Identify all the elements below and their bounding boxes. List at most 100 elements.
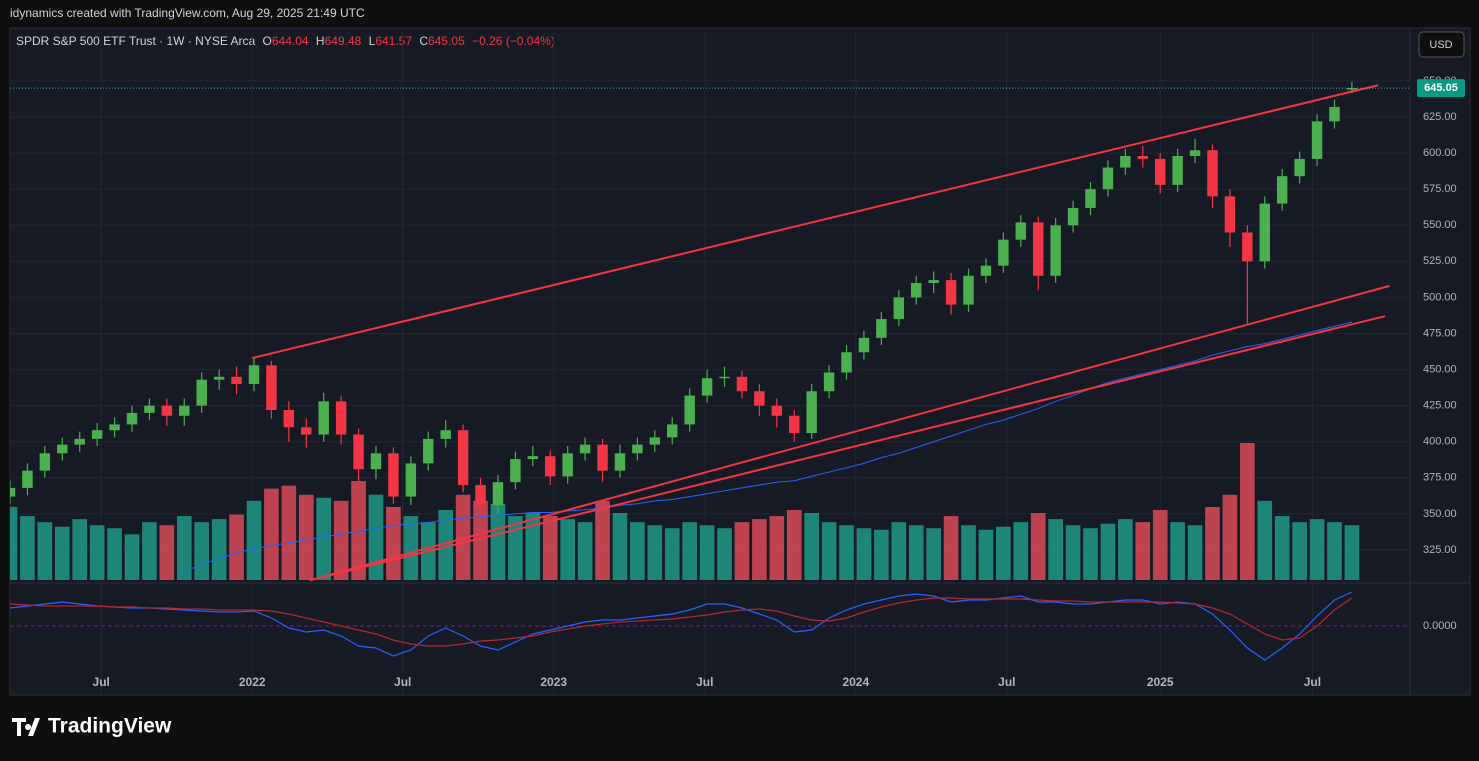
candle-body <box>876 319 887 338</box>
candle-body <box>405 463 417 497</box>
volume-bar <box>159 525 175 580</box>
candle-body <box>248 365 260 385</box>
candle-body <box>370 453 382 470</box>
logo-icon <box>12 718 40 736</box>
y-tick-label: 525.00 <box>1423 255 1457 267</box>
x-tick-label: 2025 <box>1147 675 1174 689</box>
indicator-line <box>10 591 1353 661</box>
candle-body <box>806 391 817 434</box>
candle-body <box>1207 150 1218 197</box>
volume-bar <box>194 522 210 580</box>
ohlc-value: 644.04 <box>272 34 309 48</box>
candle-body <box>266 365 277 410</box>
candle-body <box>1067 207 1079 226</box>
volume-bar <box>996 526 1011 580</box>
candle-body <box>353 434 364 470</box>
candle-body <box>597 444 608 471</box>
volume-bar <box>473 500 488 580</box>
volume-bar <box>1135 522 1151 580</box>
candle-body <box>457 430 469 486</box>
volume-bar <box>699 525 715 580</box>
x-tick-label: Jul <box>696 675 713 689</box>
candle-body <box>283 409 295 428</box>
candle-body <box>22 470 33 488</box>
volume-bar <box>264 488 279 580</box>
volume-bar <box>1100 523 1116 580</box>
candle-body <box>231 376 242 385</box>
x-tick-label: 2024 <box>842 675 869 689</box>
change: −0.26 (−0.04%) <box>472 34 555 48</box>
volume-bar <box>647 525 663 580</box>
candle-body <box>1172 155 1183 185</box>
y-tick-label: 575.00 <box>1423 183 1457 195</box>
volume-bar <box>107 528 122 580</box>
x-tick-label: 2023 <box>540 675 567 689</box>
candle-body <box>893 297 905 320</box>
candle-body <box>440 430 451 439</box>
candle-body <box>423 438 434 464</box>
ohlc-value: 641.57 <box>375 34 412 48</box>
candle-body <box>910 282 922 298</box>
volume-bar <box>72 519 88 580</box>
y-tick-label: 350.00 <box>1423 508 1457 520</box>
volume-bar <box>142 522 157 580</box>
candle-body <box>126 412 138 425</box>
candle-body <box>1154 158 1166 185</box>
volume-bar <box>1309 519 1325 580</box>
candle-body <box>1050 225 1061 276</box>
volume-bar <box>1274 516 1290 580</box>
y-tick-label: 325.00 <box>1423 544 1457 556</box>
volume-bar <box>769 516 785 580</box>
y-tick-label: 475.00 <box>1423 327 1457 339</box>
volume-bar <box>1222 494 1238 580</box>
candle-body <box>858 337 870 353</box>
volume-bar <box>664 528 680 580</box>
price-pane <box>10 81 1410 582</box>
moving-average <box>184 321 1353 573</box>
volume-bar <box>821 522 837 580</box>
candle-body <box>301 427 312 435</box>
grid <box>10 28 1410 695</box>
volume-bar <box>1257 500 1273 580</box>
volume-bar <box>734 522 750 580</box>
volume-bar <box>508 516 523 580</box>
volume-bar <box>455 494 471 580</box>
volume-bar <box>316 497 332 580</box>
candle-body <box>1311 121 1323 159</box>
volume-bar <box>368 494 384 580</box>
brand-logo: TradingView <box>12 715 172 738</box>
volume-bar <box>438 509 454 580</box>
candle-body <box>1015 222 1027 240</box>
volume-bar <box>908 525 924 580</box>
candle-body <box>632 444 643 454</box>
currency-button[interactable] <box>1418 31 1465 58</box>
last-price-box <box>1417 79 1465 98</box>
candle-body <box>963 275 974 305</box>
y-tick-label: 375.00 <box>1423 472 1457 484</box>
volume-bar <box>333 500 349 580</box>
candle-body <box>179 405 190 416</box>
volume-bar <box>595 500 610 580</box>
ohlc-label: O <box>263 34 272 48</box>
volume-bar <box>89 525 105 580</box>
candle-body <box>771 405 783 416</box>
candle-body <box>74 438 85 445</box>
y-tick-label: 500.00 <box>1423 291 1457 303</box>
currency[interactable]: USD <box>1429 39 1452 51</box>
volume-bar <box>281 485 297 580</box>
y-tick-label: 400.00 <box>1423 436 1457 448</box>
candle-body <box>945 280 957 305</box>
candle-body <box>1276 176 1288 204</box>
candle-body <box>510 459 521 483</box>
candle-body <box>1224 196 1236 233</box>
candle-body <box>1242 232 1253 262</box>
volume-bar <box>874 529 889 580</box>
volume-bar <box>1065 525 1081 580</box>
candle-body <box>213 376 225 380</box>
volume-bar <box>211 519 227 580</box>
indicator-tick-label: 0.0000 <box>1423 620 1457 632</box>
volume-bar <box>682 522 697 580</box>
candle-body <box>1120 155 1131 168</box>
volume-bar <box>786 509 802 580</box>
volume-bar <box>961 525 976 580</box>
